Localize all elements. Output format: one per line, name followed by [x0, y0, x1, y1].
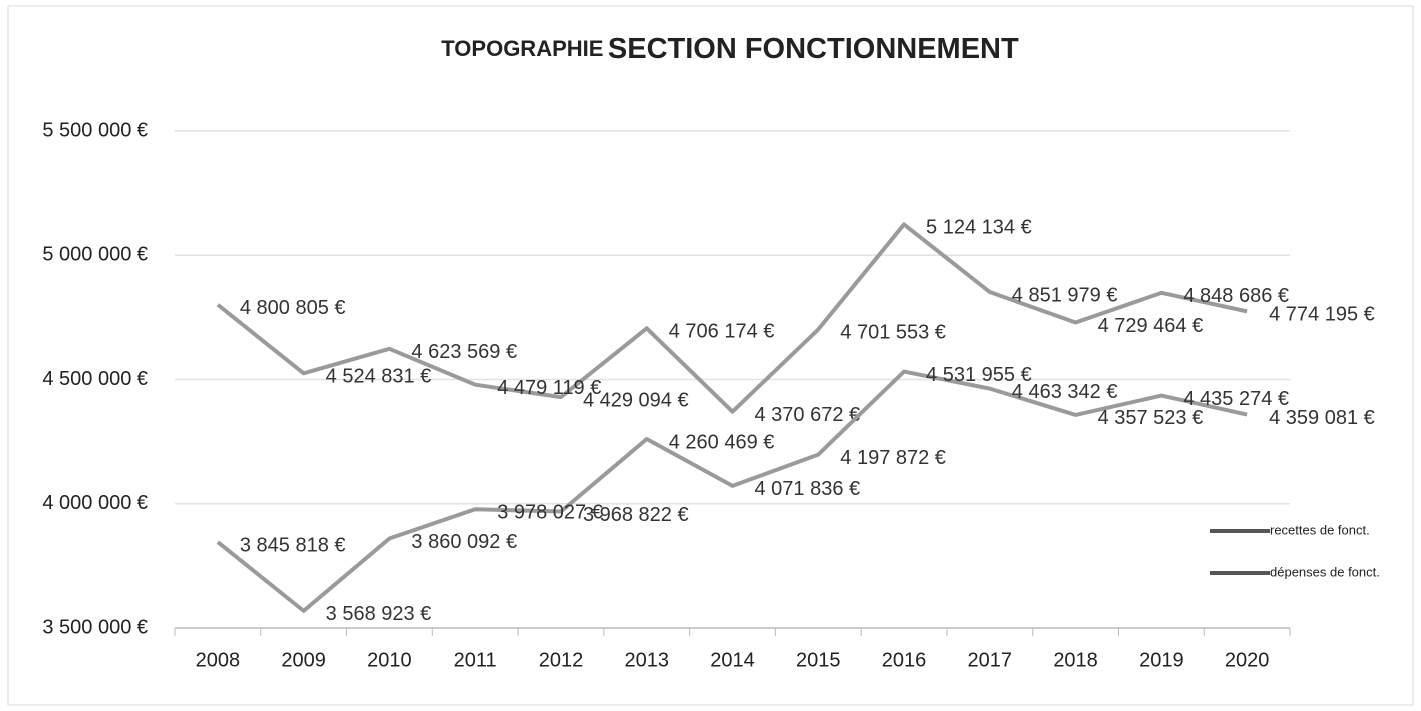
data-label: 4 260 469 €	[669, 431, 775, 453]
data-label: 4 851 979 €	[1012, 284, 1118, 306]
x-tick-label: 2018	[1053, 649, 1098, 671]
data-label: 4 701 553 €	[840, 322, 946, 344]
x-tick-label: 2011	[454, 649, 497, 671]
x-tick-label: 2014	[710, 649, 755, 671]
data-label: 3 845 818 €	[240, 534, 346, 556]
data-label: 4 623 569 €	[411, 341, 517, 363]
legend-label: recettes de fonct.	[1270, 522, 1370, 537]
data-label: 3 978 027 €	[497, 501, 603, 523]
y-tick-label: 5 000 000 €	[42, 244, 148, 266]
data-label: 4 706 174 €	[669, 321, 775, 343]
data-label: 4 848 686 €	[1183, 285, 1289, 307]
x-tick-label: 2015	[796, 649, 841, 671]
legend-label: dépenses de fonct.	[1270, 564, 1380, 579]
x-tick-label: 2016	[882, 649, 927, 671]
x-tick-label: 2013	[624, 649, 669, 671]
data-label: 4 774 195 €	[1269, 304, 1375, 326]
data-label: 4 800 805 €	[240, 297, 346, 319]
data-label: 4 359 081 €	[1269, 407, 1375, 429]
data-label: 5 124 134 €	[926, 217, 1032, 239]
data-label: 4 531 955 €	[926, 364, 1032, 386]
chart-title: TOPOGRAPHIE SECTION FONCTIONNEMENT	[441, 33, 1019, 65]
data-label: 3 968 822 €	[583, 504, 689, 526]
data-label: 4 071 836 €	[755, 478, 861, 500]
data-label: 4 435 274 €	[1183, 388, 1289, 410]
data-label: 4 729 464 €	[1098, 315, 1204, 337]
title-part: TOPOGRAPHIE	[441, 36, 603, 61]
data-label: 3 860 092 €	[411, 531, 517, 553]
y-tick-label: 3 500 000 €	[42, 616, 148, 638]
data-label: 4 197 872 €	[840, 447, 946, 469]
data-label: 4 357 523 €	[1098, 407, 1204, 429]
y-tick-label: 5 500 000 €	[42, 119, 148, 141]
data-label: 4 429 094 €	[583, 389, 689, 411]
data-label: 4 479 119 €	[497, 377, 601, 399]
x-tick-label: 2010	[367, 649, 412, 671]
x-tick-label: 2008	[196, 649, 241, 671]
x-tick-label: 2017	[968, 649, 1013, 671]
data-label: 3 568 923 €	[326, 603, 432, 625]
data-label: 4 524 831 €	[326, 366, 432, 388]
x-tick-label: 2019	[1139, 649, 1184, 671]
title-part: SECTION FONCTIONNEMENT	[608, 33, 1019, 65]
y-tick-label: 4 500 000 €	[42, 368, 148, 390]
x-tick-label: 2020	[1225, 649, 1270, 671]
data-label: 4 463 342 €	[1012, 381, 1118, 403]
chart-frame	[7, 5, 1414, 706]
data-label: 4 370 672 €	[755, 404, 861, 426]
x-tick-label: 2012	[539, 649, 584, 671]
x-tick-label: 2009	[281, 649, 326, 671]
series-line	[216, 369, 1248, 613]
y-tick-label: 4 000 000 €	[42, 492, 148, 514]
series-line	[216, 222, 1248, 414]
